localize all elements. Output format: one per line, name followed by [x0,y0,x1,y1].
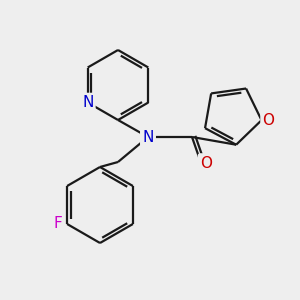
Text: N: N [82,95,93,110]
Text: N: N [142,130,154,145]
Text: O: O [200,155,212,170]
Text: F: F [54,217,62,232]
Text: O: O [262,113,274,128]
